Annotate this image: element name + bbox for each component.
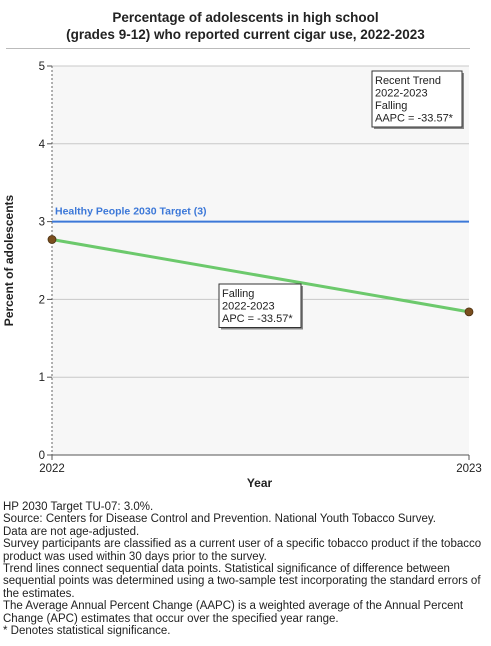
segment-annotation-text: 2022-2023: [222, 301, 275, 313]
chart-notes: HP 2030 Target TU-07: 3.0%. Source: Cent…: [3, 501, 491, 637]
series-line: [51, 238, 470, 314]
note-line: Trend lines connect sequential data poin…: [3, 563, 481, 600]
segment-annotation-text: APC = -33.57*: [222, 313, 293, 325]
note-line: Data are not age-adjusted.: [3, 525, 140, 538]
segment-annotation-text: Falling: [222, 288, 254, 300]
title-divider: [6, 48, 470, 49]
note-line: Source: Centers for Disease Control and …: [3, 513, 436, 526]
trend-annotation-text: Recent Trend: [375, 75, 441, 87]
y-tick-label: 5: [39, 61, 45, 73]
segment-annotation: [218, 283, 302, 328]
y-tick-label: 1: [39, 372, 45, 384]
y-axis-title: Percent of adolescents: [2, 194, 16, 326]
target-label: Healthy People 2030 Target (3): [55, 206, 207, 218]
x-axis-title: Year: [247, 476, 273, 490]
x-tick-label: 2023: [456, 463, 482, 475]
note-line: The Average Annual Percent Change (AAPC)…: [3, 600, 464, 625]
y-tick-label: 2: [39, 294, 45, 306]
data-point: [464, 307, 474, 317]
y-tick-label: 0: [39, 450, 45, 462]
note-line: Survey participants are classified as a …: [3, 538, 482, 563]
trend-annotation-text: Falling: [375, 100, 407, 112]
note-line: HP 2030 Target TU-07: 3.0%.: [3, 501, 154, 513]
chart-title: Percentage of adolescents in high school: [112, 10, 379, 25]
y-tick-label: 4: [39, 139, 46, 151]
plot-area: [52, 66, 469, 455]
x-tick-label: 2022: [39, 463, 65, 475]
line-chart: 0 1 2 3 4 5 2022 2023 Year Percent of adolescents…: [2, 61, 482, 490]
y-tick-label: 3: [39, 217, 45, 229]
note-line: * Denotes statistical significance.: [3, 625, 171, 638]
trend-annotation: [371, 70, 463, 128]
trend-annotation-text: AAPC = -33.57*: [375, 113, 454, 125]
data-point: [47, 235, 57, 244]
chart-title-block: Percentage of adolescents in high school…: [0, 9, 491, 43]
trend-annotation-text: 2022-2023: [375, 88, 428, 100]
chart-subtitle: (grades 9-12) who reported current cigar…: [66, 27, 425, 42]
